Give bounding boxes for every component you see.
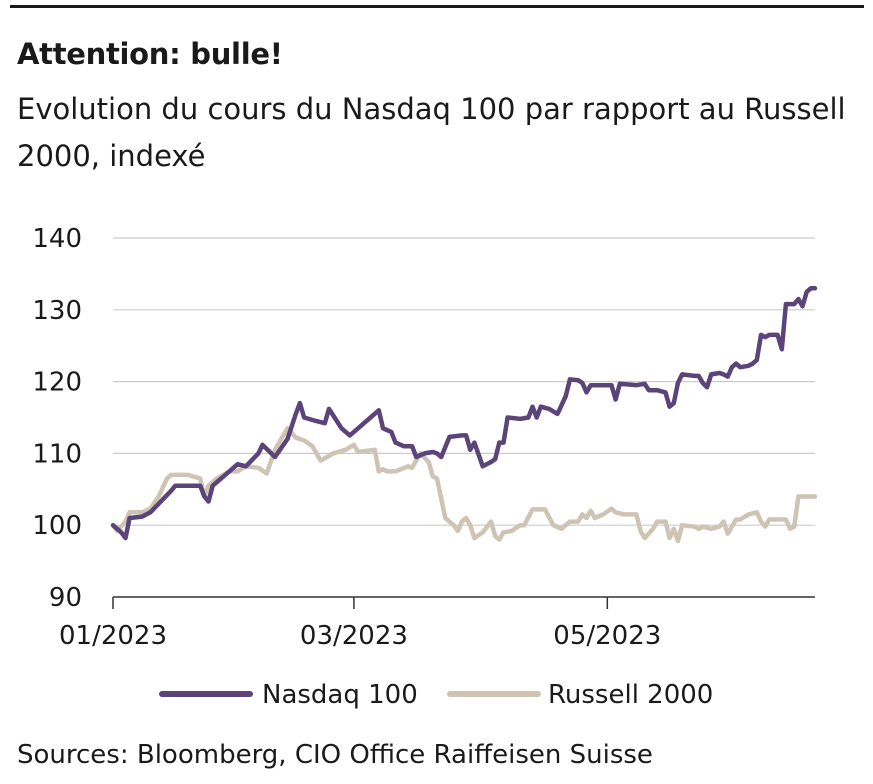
legend-label-russell-2000: Russell 2000 [548,680,713,710]
y-tick-label-130: 130 [32,296,82,326]
x-tick-label-01/2023: 01/2023 [59,621,167,651]
legend-label-nasdaq-100: Nasdaq 100 [262,680,418,710]
y-tick-label-100: 100 [32,511,82,541]
legend: Nasdaq 100 Russell 2000 [159,680,713,710]
grid-lines [113,237,815,526]
x-tick-label-03/2023: 03/2023 [300,621,408,651]
source-note: Sources: Bloomberg, CIO Office Raiffeise… [17,740,653,770]
top-rule [10,5,864,8]
y-tick-label-110: 110 [32,439,82,469]
y-axis-tick-labels: 90 100 110 120 130 140 [32,224,82,613]
series-group [110,286,818,544]
series-line-russell-2000 [110,426,818,544]
x-tick-label-05/2023: 05/2023 [553,621,661,651]
y-tick-label-120: 120 [32,368,82,398]
y-tick-label-140: 140 [32,224,82,254]
series-line-nasdaq-100 [110,286,818,541]
y-tick-label-90: 90 [49,583,82,613]
x-axis-ticks: 01/2023 03/2023 05/2023 [59,597,661,651]
chart-title: Attention: bulle! [17,37,283,71]
chart-subtitle: Evolution du cours du Nasdaq 100 par rap… [17,92,846,173]
